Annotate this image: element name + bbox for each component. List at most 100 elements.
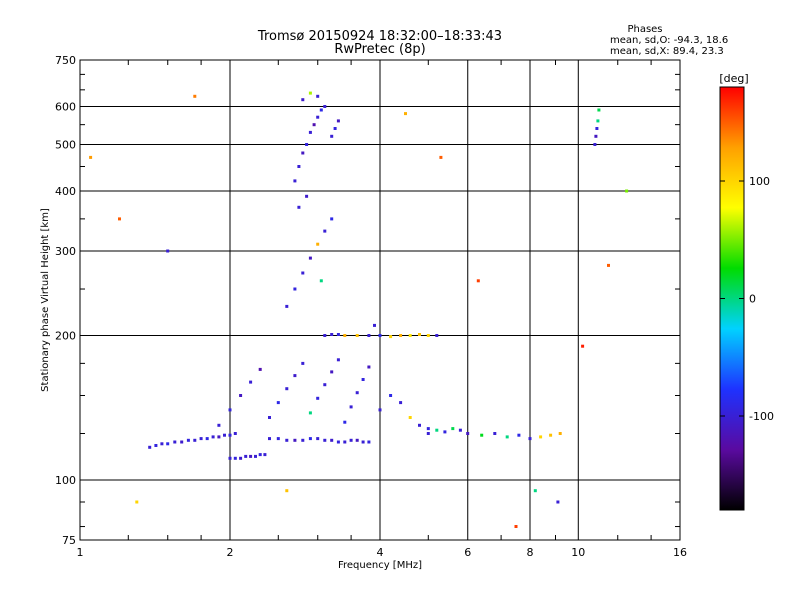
- data-point: [228, 456, 232, 460]
- data-point: [308, 256, 312, 260]
- x-tick-label: 2: [227, 546, 234, 559]
- x-tick-label: 10: [571, 546, 585, 559]
- data-point: [476, 279, 480, 283]
- x-tick-label: 8: [527, 546, 534, 559]
- data-point: [404, 112, 407, 116]
- data-point: [233, 432, 237, 435]
- data-point: [319, 279, 323, 283]
- x-axis-ticks: 1 2 4 6 8 10 16: [77, 60, 687, 559]
- colorbar-border: [719, 86, 745, 511]
- plot-frame: [79, 59, 681, 541]
- data-point: [293, 374, 297, 378]
- plot-border: [79, 59, 681, 541]
- data-point: [154, 444, 158, 447]
- data-point: [297, 165, 301, 168]
- data-point: [399, 401, 403, 405]
- data-point: [458, 428, 462, 432]
- data-point: [276, 401, 280, 405]
- data-point: [439, 155, 443, 159]
- data-point: [293, 438, 297, 442]
- data-point: [435, 428, 439, 432]
- data-point: [312, 123, 316, 127]
- data-point: [301, 361, 305, 365]
- stats-header: Phases: [627, 24, 662, 35]
- data-point: [399, 334, 403, 337]
- data-point: [223, 433, 226, 437]
- data-point: [435, 334, 439, 337]
- y-tick-label: 300: [55, 245, 76, 258]
- x-axis-label: Frequency [MHz]: [338, 560, 422, 571]
- data-point: [316, 437, 320, 441]
- data-point: [180, 440, 184, 444]
- data-point: [199, 437, 203, 441]
- data-point: [343, 334, 347, 337]
- data-point: [533, 489, 537, 493]
- data-point: [355, 438, 359, 442]
- data-point: [217, 423, 221, 427]
- data-point: [493, 432, 497, 435]
- data-point: [466, 432, 470, 435]
- data-point: [254, 454, 257, 458]
- data-point: [305, 143, 309, 146]
- data-point: [595, 127, 599, 130]
- data-point: [173, 440, 177, 444]
- data-point: [217, 435, 221, 439]
- data-point: [89, 155, 93, 159]
- data-point: [343, 440, 347, 444]
- data-point: [301, 438, 305, 442]
- data-point: [378, 334, 382, 337]
- data-point: [389, 394, 393, 397]
- data-point: [597, 108, 601, 112]
- data-point: [408, 334, 412, 337]
- y-tick-label: 400: [55, 185, 76, 198]
- data-point: [336, 119, 340, 123]
- data-point: [249, 380, 253, 384]
- data-point: [514, 525, 518, 528]
- data-point: [285, 489, 289, 493]
- data-point: [355, 334, 359, 337]
- data-point: [426, 427, 430, 431]
- y-axis-ticks: 75 100 200 300 400 500 600 750: [55, 54, 680, 547]
- data-point: [378, 408, 382, 412]
- colorbar-tick-label: 100: [749, 175, 770, 188]
- data-point: [539, 435, 543, 439]
- x-tick-label: 4: [377, 546, 384, 559]
- data-point: [558, 432, 562, 435]
- data-point: [426, 432, 430, 435]
- data-point: [361, 440, 365, 444]
- data-point: [193, 438, 197, 442]
- data-point: [336, 333, 340, 336]
- data-point: [239, 456, 243, 460]
- y-tick-label: 100: [55, 474, 76, 487]
- data-point: [301, 98, 305, 102]
- data-point: [244, 454, 248, 458]
- data-point: [316, 115, 320, 119]
- data-point: [323, 383, 327, 387]
- data-point: [330, 217, 334, 221]
- data-point: [443, 430, 447, 434]
- data-point: [308, 411, 312, 415]
- data-point: [308, 91, 312, 95]
- data-point: [505, 435, 509, 439]
- data-point: [293, 287, 297, 291]
- data-point: [258, 367, 262, 371]
- data-point: [316, 94, 320, 98]
- data-point: [367, 365, 371, 369]
- data-point: [293, 179, 297, 183]
- data-point: [343, 420, 347, 424]
- data-point: [276, 437, 280, 441]
- y-tick-label: 600: [55, 101, 76, 114]
- chart-subtitle: RwPretec (8p): [334, 42, 425, 57]
- data-point: [205, 437, 209, 441]
- data-point: [323, 334, 327, 337]
- data-point: [594, 134, 598, 138]
- data-point: [367, 334, 371, 337]
- data-point: [323, 105, 327, 108]
- data-point: [193, 94, 197, 98]
- data-point: [160, 442, 164, 446]
- data-point: [135, 500, 139, 504]
- data-point: [166, 249, 170, 253]
- data-point: [148, 445, 152, 449]
- x-tick-label: 6: [464, 546, 471, 559]
